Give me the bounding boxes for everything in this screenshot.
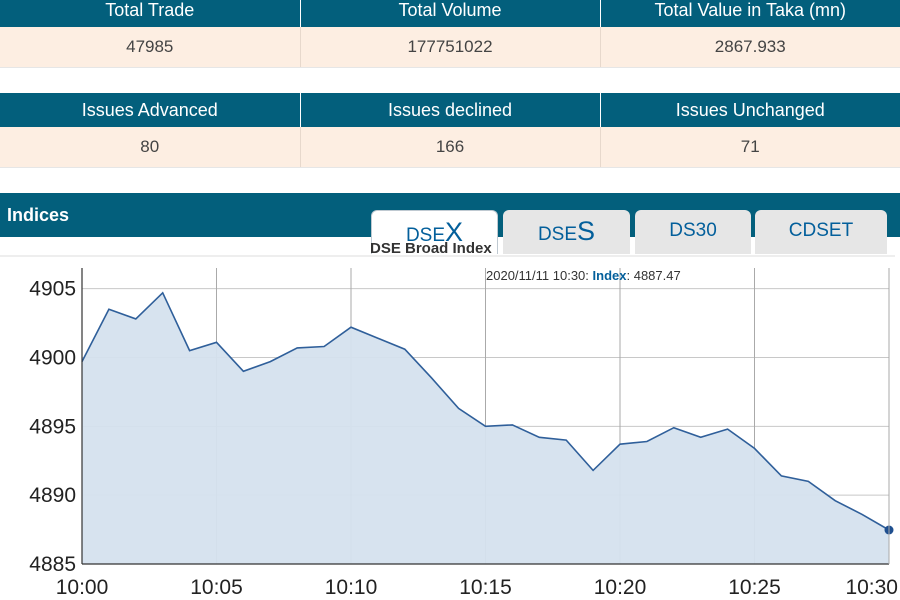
x-tick-label: 10:10: [325, 576, 378, 599]
y-tick-label: 4900: [29, 346, 76, 369]
total-value-header: Total Value in Taka (mn): [600, 0, 900, 27]
indices-title: Indices: [7, 205, 70, 225]
x-tick-label: 10:15: [459, 576, 512, 599]
x-tick-label: 10:20: [594, 576, 647, 599]
y-tick-label: 4895: [29, 415, 76, 438]
tab-dses[interactable]: DSES: [503, 210, 630, 254]
x-tick-label: 10:30: [845, 576, 898, 599]
y-tick-label: 4890: [29, 484, 76, 507]
total-value-value: 2867.933: [600, 27, 900, 68]
tab-dsex-prefix: DSE: [405, 225, 446, 246]
issues-unchanged-value: 71: [600, 127, 900, 168]
issues-declined-header: Issues declined: [300, 93, 601, 127]
chart-tooltip: 2020/11/11 10:30: Index: 4887.47: [486, 268, 681, 283]
y-tick-label: 4905: [29, 278, 76, 301]
market-summary-table: Total Trade Total Volume Total Value in …: [0, 0, 900, 68]
tab-dsex[interactable]: DSEX: [371, 210, 498, 254]
issues-declined-value: 166: [300, 127, 601, 168]
x-tick-label: 10:05: [190, 576, 243, 599]
tab-dses-prefix: DSE: [537, 224, 578, 245]
tab-dsex-suffix: X: [445, 217, 464, 247]
x-tick-label: 10:00: [56, 576, 109, 599]
tab-ds30[interactable]: DS30: [635, 210, 751, 254]
issues-table: Issues Advanced Issues declined Issues U…: [0, 93, 900, 168]
series-area: [82, 292, 889, 564]
tooltip-label: Index: [592, 268, 627, 283]
series-line: [81, 291, 890, 531]
issues-unchanged-header: Issues Unchanged: [600, 93, 900, 127]
chart-title: DSE Broad Index: [370, 240, 492, 257]
y-tick-label: 4885: [29, 553, 76, 576]
issues-header-row: Issues Advanced Issues declined Issues U…: [0, 93, 900, 127]
tooltip-value: 4887.47: [633, 268, 681, 283]
issues-value-row: 80 166 71: [0, 127, 900, 168]
issues-advanced-value: 80: [0, 127, 301, 168]
total-volume-header: Total Volume: [300, 0, 601, 27]
summary-value-row: 47985 177751022 2867.933: [0, 27, 900, 68]
issues-advanced-header: Issues Advanced: [0, 93, 301, 127]
total-trade-value: 47985: [0, 27, 301, 68]
x-tick-label: 10:25: [728, 576, 781, 599]
tab-cdset[interactable]: CDSET: [755, 210, 887, 254]
tab-dses-suffix: S: [577, 216, 596, 246]
total-volume-value: 177751022: [300, 27, 601, 68]
tooltip-datetime: 2020/11/11 10:30:: [486, 268, 589, 283]
total-trade-header: Total Trade: [0, 0, 301, 27]
summary-header-row: Total Trade Total Volume Total Value in …: [0, 0, 900, 27]
